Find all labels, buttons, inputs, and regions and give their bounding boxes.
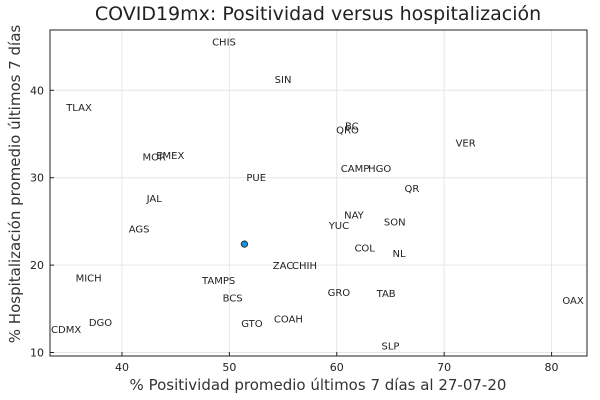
state-label-pue: PUE	[246, 173, 266, 184]
state-label-jal: JAL	[146, 194, 163, 205]
y-axis-label: % Hospitalización promedio últimos 7 día…	[6, 25, 24, 344]
state-label-hgo: HGO	[368, 164, 391, 175]
state-label-cdmx: CDMX	[51, 325, 81, 336]
x-tick-label: 40	[115, 361, 129, 374]
state-label-gto: GTO	[241, 319, 263, 330]
state-label-mich: MICH	[76, 273, 102, 284]
state-label-qr: QR	[405, 184, 420, 195]
state-label-oax: OAX	[562, 296, 584, 307]
state-label-col: COL	[354, 244, 375, 255]
y-tick-label: 20	[30, 259, 44, 272]
state-label-tamps: TAMPS	[201, 276, 235, 287]
state-label-nay: NAY	[344, 210, 365, 221]
state-label-chis: CHIS	[212, 37, 236, 48]
highlight-point	[240, 240, 248, 248]
chart-title: COVID19mx: Positividad versus hospitaliz…	[95, 3, 541, 25]
y-tick-label: 30	[30, 172, 44, 185]
state-label-qro: QRO	[336, 126, 359, 137]
axis-ticks: 40 50 60 70 80 10 20 30 40	[30, 30, 587, 374]
state-label-chih: CHIH	[292, 261, 317, 272]
state-label-coah: COAH	[274, 314, 303, 325]
plot-frame	[49, 29, 588, 357]
x-tick-label: 80	[545, 361, 559, 374]
state-label-tab: TAB	[376, 289, 396, 300]
x-tick-label: 60	[330, 361, 344, 374]
state-label-dgo: DGO	[89, 318, 112, 329]
y-tick-label: 10	[30, 347, 44, 360]
state-label-gro: GRO	[328, 288, 351, 299]
state-label-yuc: YUC	[328, 221, 349, 232]
x-tick-label: 50	[222, 361, 236, 374]
state-label-mor: MOR	[142, 153, 165, 164]
state-label-camp: CAMP	[341, 164, 369, 175]
state-label-tlax: TLAX	[65, 103, 92, 114]
state-label-bcs: BCS	[223, 293, 243, 304]
x-axis-label: % Positividad promedio últimos 7 días al…	[130, 376, 507, 394]
data-points	[240, 240, 248, 248]
state-label-son: SON	[384, 217, 406, 228]
state-label-ags: AGS	[129, 224, 150, 235]
x-tick-label: 70	[437, 361, 451, 374]
state-label-ver: VER	[456, 139, 476, 150]
state-label-bc: BC	[345, 121, 359, 132]
state-label-sin: SIN	[275, 75, 292, 86]
state-label-emex: EMEX	[156, 151, 184, 162]
state-label-zac: ZAC	[273, 261, 294, 272]
state-label-slp: SLP	[381, 342, 399, 353]
y-tick-label: 40	[30, 84, 44, 97]
grid	[50, 30, 587, 356]
state-label-nl: NL	[393, 249, 406, 260]
